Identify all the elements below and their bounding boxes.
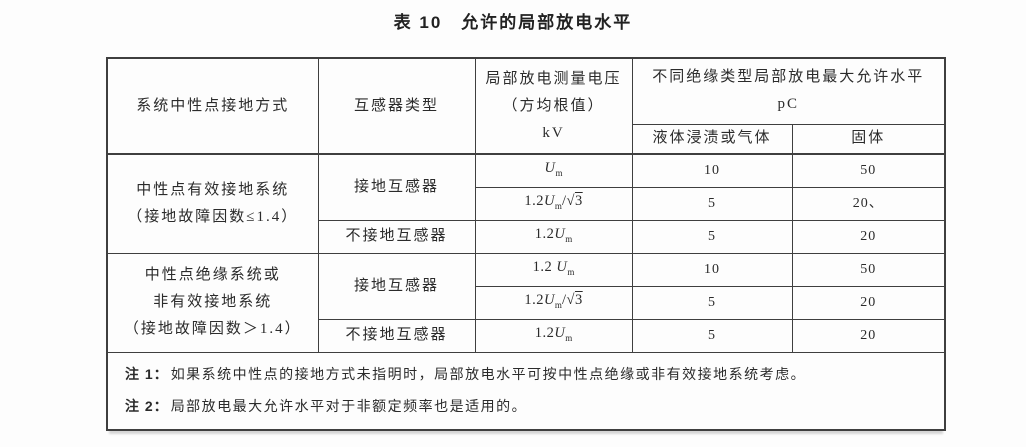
cell-solid-6: 20 xyxy=(791,318,946,353)
cell-transformer-unearthed-1: 不接地互感器 xyxy=(317,219,476,254)
cell-solid-4: 50 xyxy=(791,252,946,287)
cell-transformer-earthed-2: 接地互感器 xyxy=(317,252,476,320)
partial-discharge-table: 系统中性点接地方式 互感器类型 局部放电测量电压 （方均根值） kV 不同绝缘类… xyxy=(106,57,947,431)
cell-liquid-4: 10 xyxy=(631,252,793,287)
cell-liquid-3: 5 xyxy=(631,219,793,254)
note-1: 注 1： 如果系统中性点的接地方式未指明时，局部放电水平可按中性点绝缘或非有效接地… xyxy=(125,359,934,391)
cell-voltage-3: 1.2Um xyxy=(474,219,633,254)
cell-transformer-earthed-1: 接地互感器 xyxy=(317,153,476,221)
cell-liquid-6: 5 xyxy=(631,318,793,353)
col-header-pd-group: 不同绝缘类型局部放电最大允许水平 pC xyxy=(631,57,946,125)
note-2-label: 注 2： xyxy=(125,397,169,414)
cell-solid-1: 50 xyxy=(791,153,946,188)
cell-system-group-2: 中性点绝缘系统或 非有效接地系统 （接地故障因数＞1.4） xyxy=(106,252,319,353)
cell-voltage-6: 1.2Um xyxy=(474,318,633,353)
note-2-text: 局部放电最大允许水平对于非额定频率也是适用的。 xyxy=(170,399,528,415)
table-notes: 注 1： 如果系统中性点的接地方式未指明时，局部放电水平可按中性点绝缘或非有效接地… xyxy=(106,351,946,431)
cell-liquid-5: 5 xyxy=(631,285,793,320)
note-2: 注 2： 局部放电最大允许水平对于非额定频率也是适用的。 xyxy=(125,391,934,423)
col-header-solid: 固体 xyxy=(791,123,946,155)
cell-voltage-1: Um xyxy=(474,153,633,188)
col-header-system: 系统中性点接地方式 xyxy=(106,57,319,155)
note-1-text: 如果系统中性点的接地方式未指明时，局部放电水平可按中性点绝缘或非有效接地系统考虑… xyxy=(170,367,807,383)
cell-voltage-5: 1.2Um/√3 xyxy=(474,285,633,320)
cell-solid-3: 20 xyxy=(791,219,946,254)
cell-voltage-4: 1.2 Um xyxy=(474,252,633,287)
col-header-liquid: 液体浸渍或气体 xyxy=(631,123,793,155)
col-header-transformer: 互感器类型 xyxy=(317,57,476,155)
cell-solid-2: 20、 xyxy=(791,186,946,221)
cell-transformer-unearthed-2: 不接地互感器 xyxy=(317,318,476,353)
cell-liquid-1: 10 xyxy=(631,153,793,188)
cell-solid-5: 20 xyxy=(791,285,946,320)
cell-liquid-2: 5 xyxy=(631,186,793,221)
page-title: 表 10 允许的局部放电水平 xyxy=(393,13,633,32)
cell-voltage-2: 1.2Um/√3 xyxy=(474,186,633,221)
note-1-label: 注 1： xyxy=(125,365,169,382)
col-header-voltage: 局部放电测量电压 （方均根值） kV xyxy=(474,57,633,155)
cell-system-group-1: 中性点有效接地系统 （接地故障因数≤1.4） xyxy=(106,153,319,254)
